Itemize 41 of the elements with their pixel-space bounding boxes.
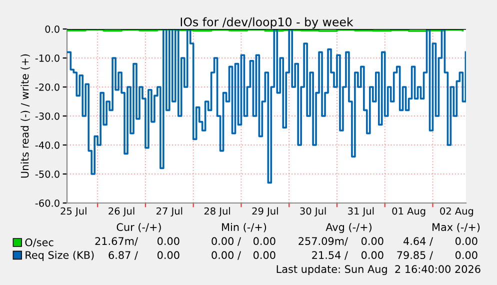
y-axis-title: Units read (-) / write (+) bbox=[20, 54, 30, 178]
text: 79.85 / bbox=[397, 251, 433, 260]
text: 4.64 / bbox=[403, 237, 433, 246]
x-tick-label: 31 Jul bbox=[348, 207, 374, 216]
text: 0.00 bbox=[157, 251, 180, 260]
x-tick-label: 29 Jul bbox=[252, 207, 278, 216]
x-tick-label: 27 Jul bbox=[156, 207, 182, 216]
text: Max (-/+) bbox=[432, 222, 480, 232]
text: Min (-/+) bbox=[222, 222, 266, 232]
y-tick-label: -20.0 bbox=[35, 83, 60, 91]
text: Cur (-/+) bbox=[116, 222, 161, 232]
y-tick-label: -50.0 bbox=[35, 170, 60, 178]
x-tick-label: 30 Jul bbox=[300, 207, 326, 216]
text: 6.87 / bbox=[108, 251, 138, 260]
legend-label: Req Size (KB) bbox=[26, 250, 94, 261]
x-tick-label: 26 Jul bbox=[108, 207, 134, 216]
x-tick-label: 02 Aug bbox=[440, 207, 474, 217]
text: 0.00 bbox=[361, 237, 384, 246]
text: Last update: Sun Aug 2 16:40:00 2026 bbox=[276, 264, 480, 276]
y-tick-label: -10.0 bbox=[35, 54, 60, 62]
chart-title: IOs for /dev/loop10 - by week bbox=[180, 17, 354, 29]
text: 0.00 bbox=[455, 251, 478, 260]
text: 21.67m/ bbox=[95, 237, 138, 246]
text: 0.00 / bbox=[212, 251, 241, 260]
text: 0.00 bbox=[157, 237, 180, 246]
text: 257.09m/ bbox=[298, 237, 348, 246]
y-tick-label: -60.0 bbox=[35, 199, 60, 207]
x-tick-label: 25 Jul bbox=[60, 207, 86, 216]
legend-label: O/sec bbox=[25, 238, 54, 248]
text: 0.00 bbox=[455, 237, 478, 246]
text: 21.54 / bbox=[312, 251, 348, 260]
text: Avg (-/+) bbox=[326, 222, 372, 234]
x-tick-label: 28 Jul bbox=[204, 207, 230, 216]
text: 0.00 bbox=[253, 237, 276, 246]
text: 0.00 / bbox=[212, 237, 241, 246]
y-tick-label: -30.0 bbox=[35, 112, 60, 120]
text: 0.00 bbox=[361, 251, 384, 260]
y-tick-label: -40.0 bbox=[35, 141, 60, 149]
text: 0.00 bbox=[253, 251, 276, 260]
y-tick-label: 0.0 bbox=[45, 25, 60, 33]
x-tick-label: 01 Aug bbox=[392, 207, 426, 217]
